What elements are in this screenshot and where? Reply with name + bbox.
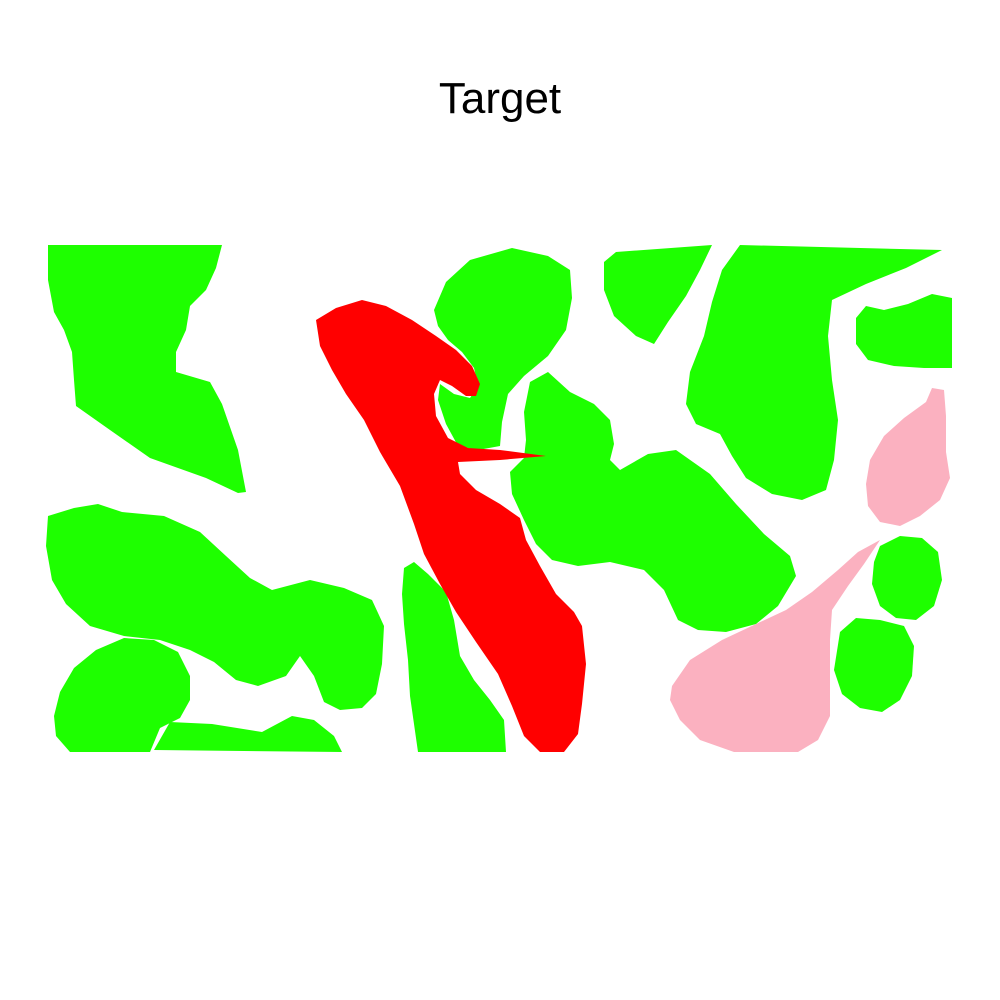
green-region-bottom-left-strip	[154, 716, 342, 752]
green-region-right-bottom-blob	[834, 618, 914, 712]
red-region	[316, 300, 586, 752]
green-region-center-bottom	[402, 562, 506, 752]
green-region-top-right-small	[604, 245, 712, 344]
pink-region-lower	[670, 540, 880, 752]
pink-regions	[670, 388, 950, 752]
green-region-far-right-top	[856, 294, 952, 368]
green-region-sliver-left	[66, 506, 96, 524]
green-region-top-left	[48, 245, 246, 493]
green-regions	[46, 245, 952, 752]
green-region-bottom-left-blob	[54, 638, 190, 752]
green-region-left-middle	[46, 504, 384, 710]
pink-region-upper	[866, 388, 950, 526]
green-region-center-right	[510, 372, 796, 632]
green-region-center-top	[434, 248, 572, 450]
figure-title: Target	[438, 74, 562, 123]
green-region-top-right-large	[686, 245, 942, 500]
green-region-right-small-blob	[872, 536, 942, 620]
